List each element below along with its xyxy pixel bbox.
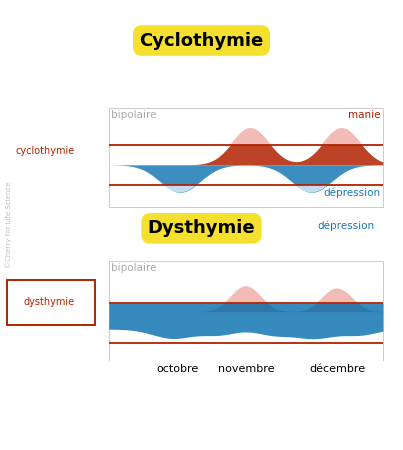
Text: Dysthymie: Dysthymie [147, 220, 256, 238]
Text: dysthymie: dysthymie [23, 297, 75, 307]
Text: bipolaire: bipolaire [111, 263, 156, 273]
Text: manie: manie [348, 110, 380, 120]
Text: bipolaire: bipolaire [111, 110, 156, 120]
Text: dépression: dépression [323, 187, 380, 198]
Text: Cyclothymie: Cyclothymie [139, 32, 264, 50]
Text: cyclothymie: cyclothymie [15, 146, 75, 156]
Text: ©Cherry for Life Science: ©Cherry for Life Science [5, 182, 12, 268]
Text: dépression: dépression [318, 220, 375, 231]
